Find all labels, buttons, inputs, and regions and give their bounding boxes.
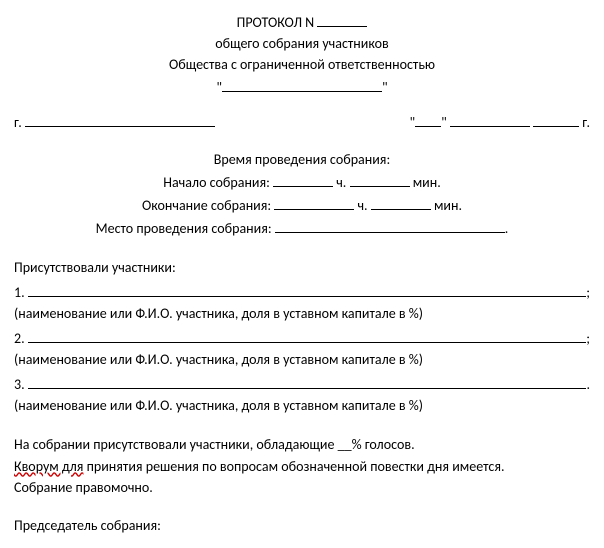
place-row: Место проведения собрания: . [14, 218, 590, 239]
start-hour-suffix: ч. [336, 174, 346, 191]
attendee-row-3: 3. . [14, 374, 590, 395]
date-day-blank [415, 113, 441, 127]
end-min-suffix: мин. [434, 197, 462, 214]
header-line-2: общего собрания участников [14, 33, 590, 54]
competent-line: Собрание правомочно. [14, 477, 590, 499]
date-month-blank [450, 113, 530, 127]
attendee-hint-3: (наименование или Ф.И.О. участника, доля… [14, 395, 590, 416]
close-quote: " [382, 79, 388, 96]
place-label: Место проведения собрания: [96, 220, 272, 237]
header-line-1: ПРОТОКОЛ N [14, 12, 590, 33]
end-time-row: Окончание собрания: ч. мин. [14, 195, 590, 216]
start-time-row: Начало собрания: ч. мин. [14, 172, 590, 193]
start-hour-blank [273, 173, 333, 187]
attendee-blank-2 [28, 329, 586, 343]
quorum-wavy: Кворум для [14, 458, 83, 475]
end-label: Окончание собрания: [142, 197, 271, 214]
start-min-suffix: мин. [413, 174, 441, 191]
end-min-blank [371, 196, 431, 210]
start-label: Начало собрания: [163, 174, 270, 191]
attendee-blank-3 [28, 375, 587, 389]
date-group: "" г. [409, 112, 590, 133]
end-hour-blank [274, 196, 354, 210]
attendee-hint-2: (наименование или Ф.И.О. участника, доля… [14, 349, 590, 370]
company-name-blank [222, 78, 382, 92]
company-name-line: "" [14, 77, 590, 98]
end-hour-suffix: ч. [357, 197, 367, 214]
attendee-num-2: 2. [14, 328, 25, 349]
time-title: Время проведения собрания: [14, 149, 590, 170]
quorum-line: Кворум для принятия решения по вопросам … [14, 456, 590, 478]
protocol-label: ПРОТОКОЛ N [237, 14, 315, 31]
attendee-blank-1 [28, 283, 586, 297]
city-date-row: г. "" г. [14, 112, 590, 133]
protocol-number-blank [317, 13, 367, 27]
city-group: г. [14, 112, 215, 133]
attendee-num-3: 3. [14, 374, 25, 395]
chair-label: Председатель собрания: [14, 515, 590, 536]
start-min-blank [350, 173, 410, 187]
date-year-suffix: г. [582, 112, 590, 133]
quorum-rest: принятия решения по вопросам обозначенно… [83, 458, 504, 475]
trail-semi-1: ; [586, 282, 590, 303]
place-blank [275, 219, 505, 233]
votes-line: На собрании присутствовали участники, об… [14, 434, 590, 456]
attend-title: Присутствовали участники: [14, 257, 590, 278]
header-line-3: Общества с ограниченной ответственностью [14, 54, 590, 75]
attendee-row-1: 1. ; [14, 282, 590, 303]
attendee-num-1: 1. [14, 282, 25, 303]
trail-semi-2: ; [586, 328, 590, 349]
time-block: Время проведения собрания: Начало собран… [14, 149, 590, 239]
city-prefix: г. [14, 112, 22, 133]
votes-block: На собрании присутствовали участники, об… [14, 434, 590, 499]
date-q2: " [441, 112, 447, 133]
date-year-blank [533, 113, 579, 127]
attendee-row-2: 2. ; [14, 328, 590, 349]
city-blank [25, 113, 215, 127]
attendee-hint-1: (наименование или Ф.И.О. участника, доля… [14, 303, 590, 324]
